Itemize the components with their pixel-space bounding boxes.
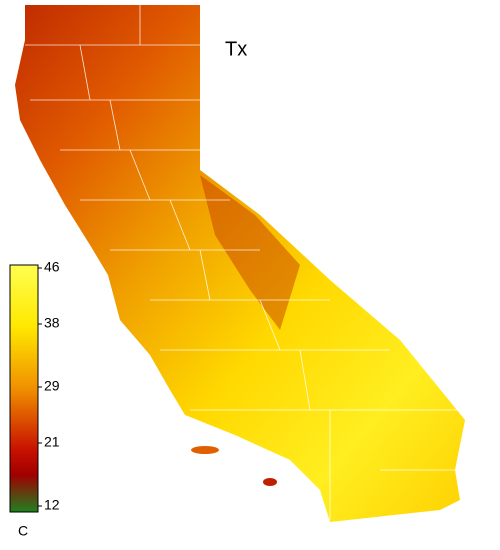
colorbar-gradient <box>9 264 39 513</box>
state-shape <box>15 5 465 522</box>
island <box>191 446 219 454</box>
mountain-shade <box>200 175 300 330</box>
colorbar-tick-label: 29 <box>44 378 60 394</box>
colorbar-tick-label: 38 <box>44 315 60 331</box>
colorbar-tick-label: 46 <box>44 259 60 275</box>
island <box>263 478 277 486</box>
colorbar-tick-label: 12 <box>44 497 60 513</box>
colorbar-tick-label: 21 <box>44 434 60 450</box>
unit-label: C <box>18 523 28 539</box>
county-lines <box>25 5 465 520</box>
map-title: Tx <box>225 38 247 60</box>
colorbar: 46 38 29 21 12 <box>9 259 60 513</box>
california <box>15 5 465 522</box>
